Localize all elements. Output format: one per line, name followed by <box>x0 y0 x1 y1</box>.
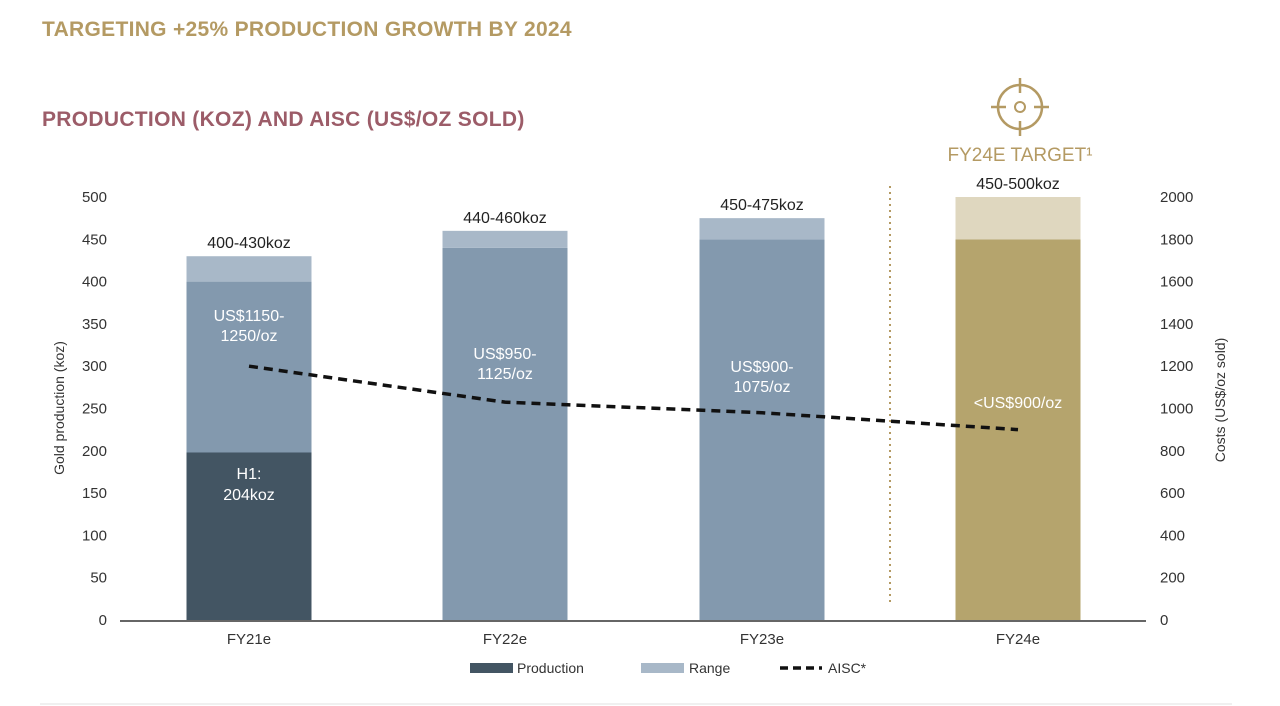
y2-tick-label: 1600 <box>1160 274 1193 291</box>
bar-base-FY23e <box>699 239 825 621</box>
bar-label: 400-430koz <box>207 235 291 252</box>
y2-tick-label: 400 <box>1160 527 1185 544</box>
chart-subtitle: PRODUCTION (KOZ) AND AISC (US$/OZ SOLD) <box>42 108 525 131</box>
bar-range-FY24e <box>955 197 1081 240</box>
x-tick-label: FY21e <box>227 631 271 648</box>
y-tick-label: 50 <box>90 570 107 587</box>
target-icon-center <box>1014 101 1026 113</box>
bar-base-FY22e <box>442 247 568 620</box>
legend-swatch-production <box>470 663 513 673</box>
aisc-range-label: US$950- <box>473 346 536 363</box>
y2-tick-label: 200 <box>1160 570 1185 587</box>
y2-axis-title: Costs (US$/oz sold) <box>1212 338 1228 462</box>
legend-label-range: Range <box>689 660 730 676</box>
y2-tick-label: 800 <box>1160 443 1185 460</box>
legend-swatch-range <box>641 663 684 673</box>
y2-tick-label: 1800 <box>1160 231 1193 248</box>
aisc-range-label: US$1150- <box>214 308 285 325</box>
y2-tick-label: 1200 <box>1160 358 1193 375</box>
bar-label: 440-460koz <box>463 210 547 227</box>
bar-range-FY22e <box>442 230 568 248</box>
aisc-range-label: <US$900/oz <box>974 395 1063 412</box>
y2-tick-label: 600 <box>1160 485 1185 502</box>
y-tick-label: 350 <box>82 316 107 333</box>
legend-label-aisc: AISC* <box>828 660 867 676</box>
target-label: FY24E TARGET¹ <box>948 145 1093 166</box>
y-axis-title: Gold production (koz) <box>51 341 67 475</box>
y-tick-label: 500 <box>82 189 107 206</box>
aisc-range-label: 1125/oz <box>477 366 533 383</box>
y-tick-label: 250 <box>82 401 107 418</box>
bar-range-FY23e <box>699 218 825 240</box>
x-tick-label: FY24e <box>996 631 1040 648</box>
page-title: TARGETING +25% PRODUCTION GROWTH BY 2024 <box>42 18 572 41</box>
bar-label: 450-500koz <box>976 176 1060 193</box>
aisc-range-label: US$900- <box>730 359 793 376</box>
y-tick-label: 300 <box>82 358 107 375</box>
legend-label-production: Production <box>517 660 584 676</box>
aisc-range-label: 1075/oz <box>734 379 791 396</box>
y2-tick-label: 1400 <box>1160 316 1193 333</box>
y-tick-label: 0 <box>99 612 107 629</box>
y-tick-label: 100 <box>82 527 107 544</box>
bar-range-FY21e <box>186 256 312 282</box>
production-label: H1: <box>237 466 262 483</box>
y-tick-label: 200 <box>82 443 107 460</box>
y-tick-label: 150 <box>82 485 107 502</box>
bar-label: 450-475koz <box>720 197 804 214</box>
y-tick-label: 400 <box>82 274 107 291</box>
aisc-line <box>248 364 1019 432</box>
x-tick-label: FY22e <box>483 631 527 648</box>
x-tick-label: FY23e <box>740 631 784 648</box>
y2-tick-label: 2000 <box>1160 189 1193 206</box>
y2-tick-label: 0 <box>1160 612 1168 629</box>
production-label: 204koz <box>223 487 275 504</box>
y-tick-label: 450 <box>82 231 107 248</box>
bar-base-FY24e <box>955 239 1081 621</box>
bar-production-FY21e <box>186 452 312 620</box>
y2-tick-label: 1000 <box>1160 401 1193 418</box>
aisc-range-label: 1250/oz <box>221 328 278 345</box>
